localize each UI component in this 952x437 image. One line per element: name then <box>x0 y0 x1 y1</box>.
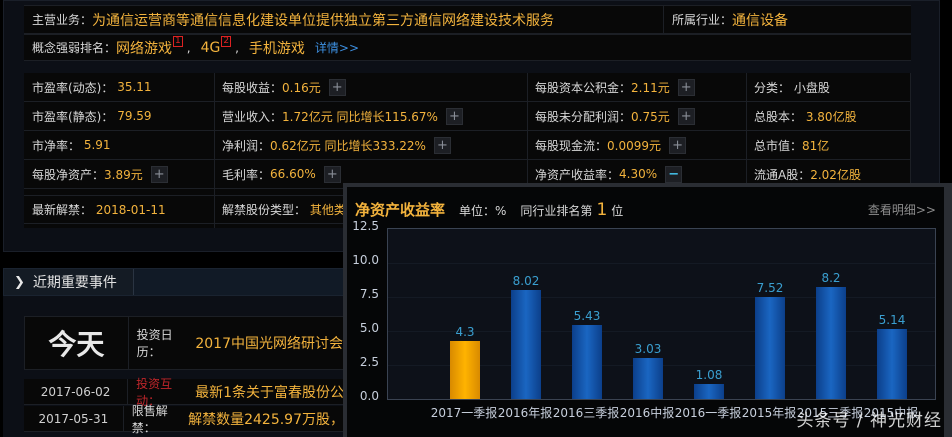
roe-popup: 净资产收益率 单位：% 同行业排名第 1 位 查看明细>> 12.5 10.0 7.… <box>343 183 952 437</box>
bar-value-label: 5.43 <box>573 309 601 324</box>
event-label: 限售解禁： <box>131 403 168 435</box>
metric-cash-flow: 每股现金流： 0.0099元 + <box>527 131 746 160</box>
chart-bar[interactable] <box>816 287 846 399</box>
x-tick-label: 2015年报 <box>741 406 797 420</box>
expand-button[interactable]: + <box>328 78 346 96</box>
concept-item[interactable]: 网络游戏 <box>116 40 173 57</box>
today-label: 今天 <box>25 317 129 369</box>
expand-button[interactable]: + <box>150 165 168 183</box>
event-value[interactable]: 最新1条关于富春股份公 <box>195 384 344 401</box>
event-row: 2017-06-02 投资互动： 最新1条关于富春股份公 <box>24 377 344 408</box>
metric-float-shares: 流通A股： 2.02亿股 <box>746 160 910 189</box>
x-tick-label: 2015三季报 <box>796 406 864 420</box>
metric-latest-unlock: 最新解禁： 2018-01-11 <box>24 195 214 224</box>
industry-label: 所属行业： <box>672 13 733 27</box>
bar-value-label: 5.14 <box>878 313 906 328</box>
y-tick-label: 2.5 <box>359 355 379 369</box>
concept-item[interactable]: 手机游戏 <box>248 40 305 57</box>
metric-eps: 每股收益： 0.16元 + <box>214 73 527 102</box>
today-row: 今天 投资日历： 2017中国光网络研讨会 <box>24 316 344 370</box>
watermark: 头条号 / 神光财经 <box>796 411 942 431</box>
metric-category: 分类： 小盘股 <box>746 73 910 102</box>
y-tick-label: 12.5 <box>352 219 379 233</box>
expand-button[interactable]: + <box>669 136 687 154</box>
bar-value-label: 8.02 <box>512 273 540 288</box>
roe-bar-chart: 4.3 8.02 5.43 3.03 1.08 7.52 8.2 5.14 <box>387 228 936 400</box>
bar-value-label: 3.03 <box>634 341 662 356</box>
rank-badge: 1 <box>173 36 183 47</box>
industry-value[interactable]: 通信设备 <box>732 12 789 29</box>
business-label: 主营业务： <box>32 13 93 27</box>
y-tick-label: 0.0 <box>359 389 379 403</box>
business-value: 为通信运营商等通信信息化建设单位提供独立第三方通信网络建设技术服务 <box>92 12 555 29</box>
expand-button[interactable]: + <box>433 136 451 154</box>
metric-revenue: 营业收入： 1.72亿元 同比增长115.67% + <box>214 102 527 131</box>
chart-bar[interactable] <box>694 384 724 399</box>
chart-bar[interactable] <box>633 357 663 399</box>
x-tick-label: 2016年报 <box>497 406 553 420</box>
concept-row: 概念强弱排名： 网络游戏 1 , 4G 2 , 手机游戏 详情>> <box>24 34 911 61</box>
y-tick-label: 5.0 <box>359 321 379 335</box>
chart-bar[interactable] <box>572 325 602 399</box>
bar-value-label: 4.3 <box>455 324 475 339</box>
x-tick-label: 2017一季报 <box>430 406 498 420</box>
x-tick-label: 2015中报 <box>863 406 919 420</box>
chart-bar[interactable] <box>450 340 480 399</box>
metric-net-profit: 净利润： 0.62亿元 同比增长333.22% + <box>214 131 527 160</box>
metric-pe-dynamic: 市盈率(动态)： 35.11 <box>24 73 214 102</box>
expand-button[interactable]: + <box>677 107 695 125</box>
x-tick-label: 2016三季报 <box>552 406 620 420</box>
chart-bar[interactable] <box>511 289 541 399</box>
y-tick-label: 7.5 <box>359 287 379 301</box>
chart-bar[interactable] <box>877 329 907 399</box>
today-event-label: 投资日历： <box>136 328 173 359</box>
metric-total-shares: 总股本： 3.80亿股 <box>746 102 910 131</box>
bar-value-label: 8.2 <box>821 271 841 286</box>
metric-pb: 市净率： 5.91 <box>24 131 214 160</box>
rank-badge: 2 <box>221 36 232 47</box>
y-tick-label: 10.0 <box>352 253 379 267</box>
bar-value-label: 7.52 <box>756 280 784 295</box>
chevron-right-icon: ❯ <box>14 274 25 290</box>
event-label: 投资互动： <box>136 376 173 408</box>
event-value[interactable]: 解禁数量2425.97万股， <box>188 411 344 428</box>
rank-suffix: 位 <box>611 204 624 218</box>
metric-undistributed-profit: 每股未分配利润： 0.75元 + <box>527 102 746 131</box>
metric-capital-reserve: 每股资本公积金： 2.11元 + <box>527 73 746 102</box>
view-details-link[interactable]: 查看明细>> <box>867 203 936 217</box>
metric-pe-static: 市盈率(静态)： 79.59 <box>24 102 214 131</box>
metric-bvps: 每股净资产： 3.89元 + <box>24 160 214 189</box>
collapse-button[interactable]: − <box>665 165 683 183</box>
tab-recent-events[interactable]: ❯ 近期重要事件 <box>4 269 134 295</box>
bar-value-label: 1.08 <box>695 368 723 383</box>
rank-value: 1 <box>596 200 608 220</box>
business-row: 主营业务： 为通信运营商等通信信息化建设单位提供独立第三方通信网络建设技术服务 … <box>24 5 911 34</box>
popup-header: 净资产收益率 单位：% 同行业排名第 1 位 <box>355 199 623 220</box>
concept-item[interactable]: 4G <box>200 39 221 56</box>
expand-button[interactable]: + <box>445 107 463 125</box>
popup-unit: 单位：% <box>459 204 507 218</box>
x-tick-label: 2016中报 <box>619 406 675 420</box>
concept-label: 概念强弱排名： <box>32 41 117 55</box>
today-event-value[interactable]: 2017中国光网络研讨会 <box>195 336 343 352</box>
details-link[interactable]: 详情>> <box>314 41 360 55</box>
x-tick-label: 2016一季报 <box>674 406 742 420</box>
event-row: 2017-05-31 限售解禁： 解禁数量2425.97万股， <box>24 404 344 435</box>
expand-button[interactable]: + <box>323 165 341 183</box>
popup-title: 净资产收益率 <box>355 201 446 219</box>
expand-button[interactable]: + <box>677 78 695 96</box>
rank-prefix: 同行业排名第 <box>520 204 593 218</box>
metric-market-cap: 总市值： 81亿 <box>746 131 910 160</box>
chart-bar[interactable] <box>755 296 785 399</box>
